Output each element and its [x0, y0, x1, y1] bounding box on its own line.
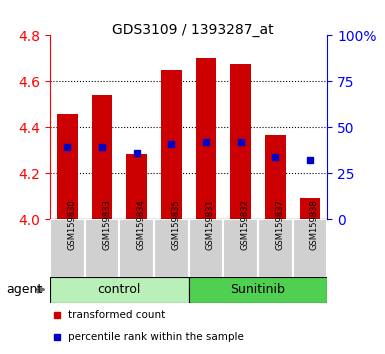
- Bar: [230, 64, 251, 219]
- Text: control: control: [98, 284, 141, 296]
- Bar: [196, 58, 216, 219]
- Bar: [119, 219, 154, 278]
- Bar: [57, 114, 78, 219]
- Text: transformed count: transformed count: [68, 309, 165, 320]
- Bar: [126, 154, 147, 219]
- Bar: [189, 277, 327, 303]
- Text: GSM159833: GSM159833: [102, 199, 111, 250]
- Text: GDS3109 / 1393287_at: GDS3109 / 1393287_at: [112, 23, 273, 37]
- Bar: [189, 219, 223, 278]
- Bar: [50, 219, 85, 278]
- Bar: [258, 219, 293, 278]
- Text: GSM159831: GSM159831: [206, 199, 215, 250]
- Bar: [293, 219, 327, 278]
- Bar: [300, 198, 320, 219]
- Text: GSM159838: GSM159838: [310, 199, 319, 250]
- Bar: [154, 219, 189, 278]
- Text: percentile rank within the sample: percentile rank within the sample: [68, 332, 244, 342]
- Bar: [92, 95, 112, 219]
- Text: GSM159835: GSM159835: [171, 199, 180, 250]
- Bar: [223, 219, 258, 278]
- Bar: [265, 136, 286, 219]
- Text: GSM159832: GSM159832: [241, 199, 249, 250]
- Bar: [50, 277, 189, 303]
- Text: GSM159834: GSM159834: [137, 199, 146, 250]
- Text: agent: agent: [6, 283, 42, 296]
- Bar: [85, 219, 119, 278]
- Bar: [161, 70, 182, 219]
- Text: GSM159830: GSM159830: [67, 199, 76, 250]
- Text: GSM159837: GSM159837: [275, 199, 284, 250]
- Text: Sunitinib: Sunitinib: [231, 284, 285, 296]
